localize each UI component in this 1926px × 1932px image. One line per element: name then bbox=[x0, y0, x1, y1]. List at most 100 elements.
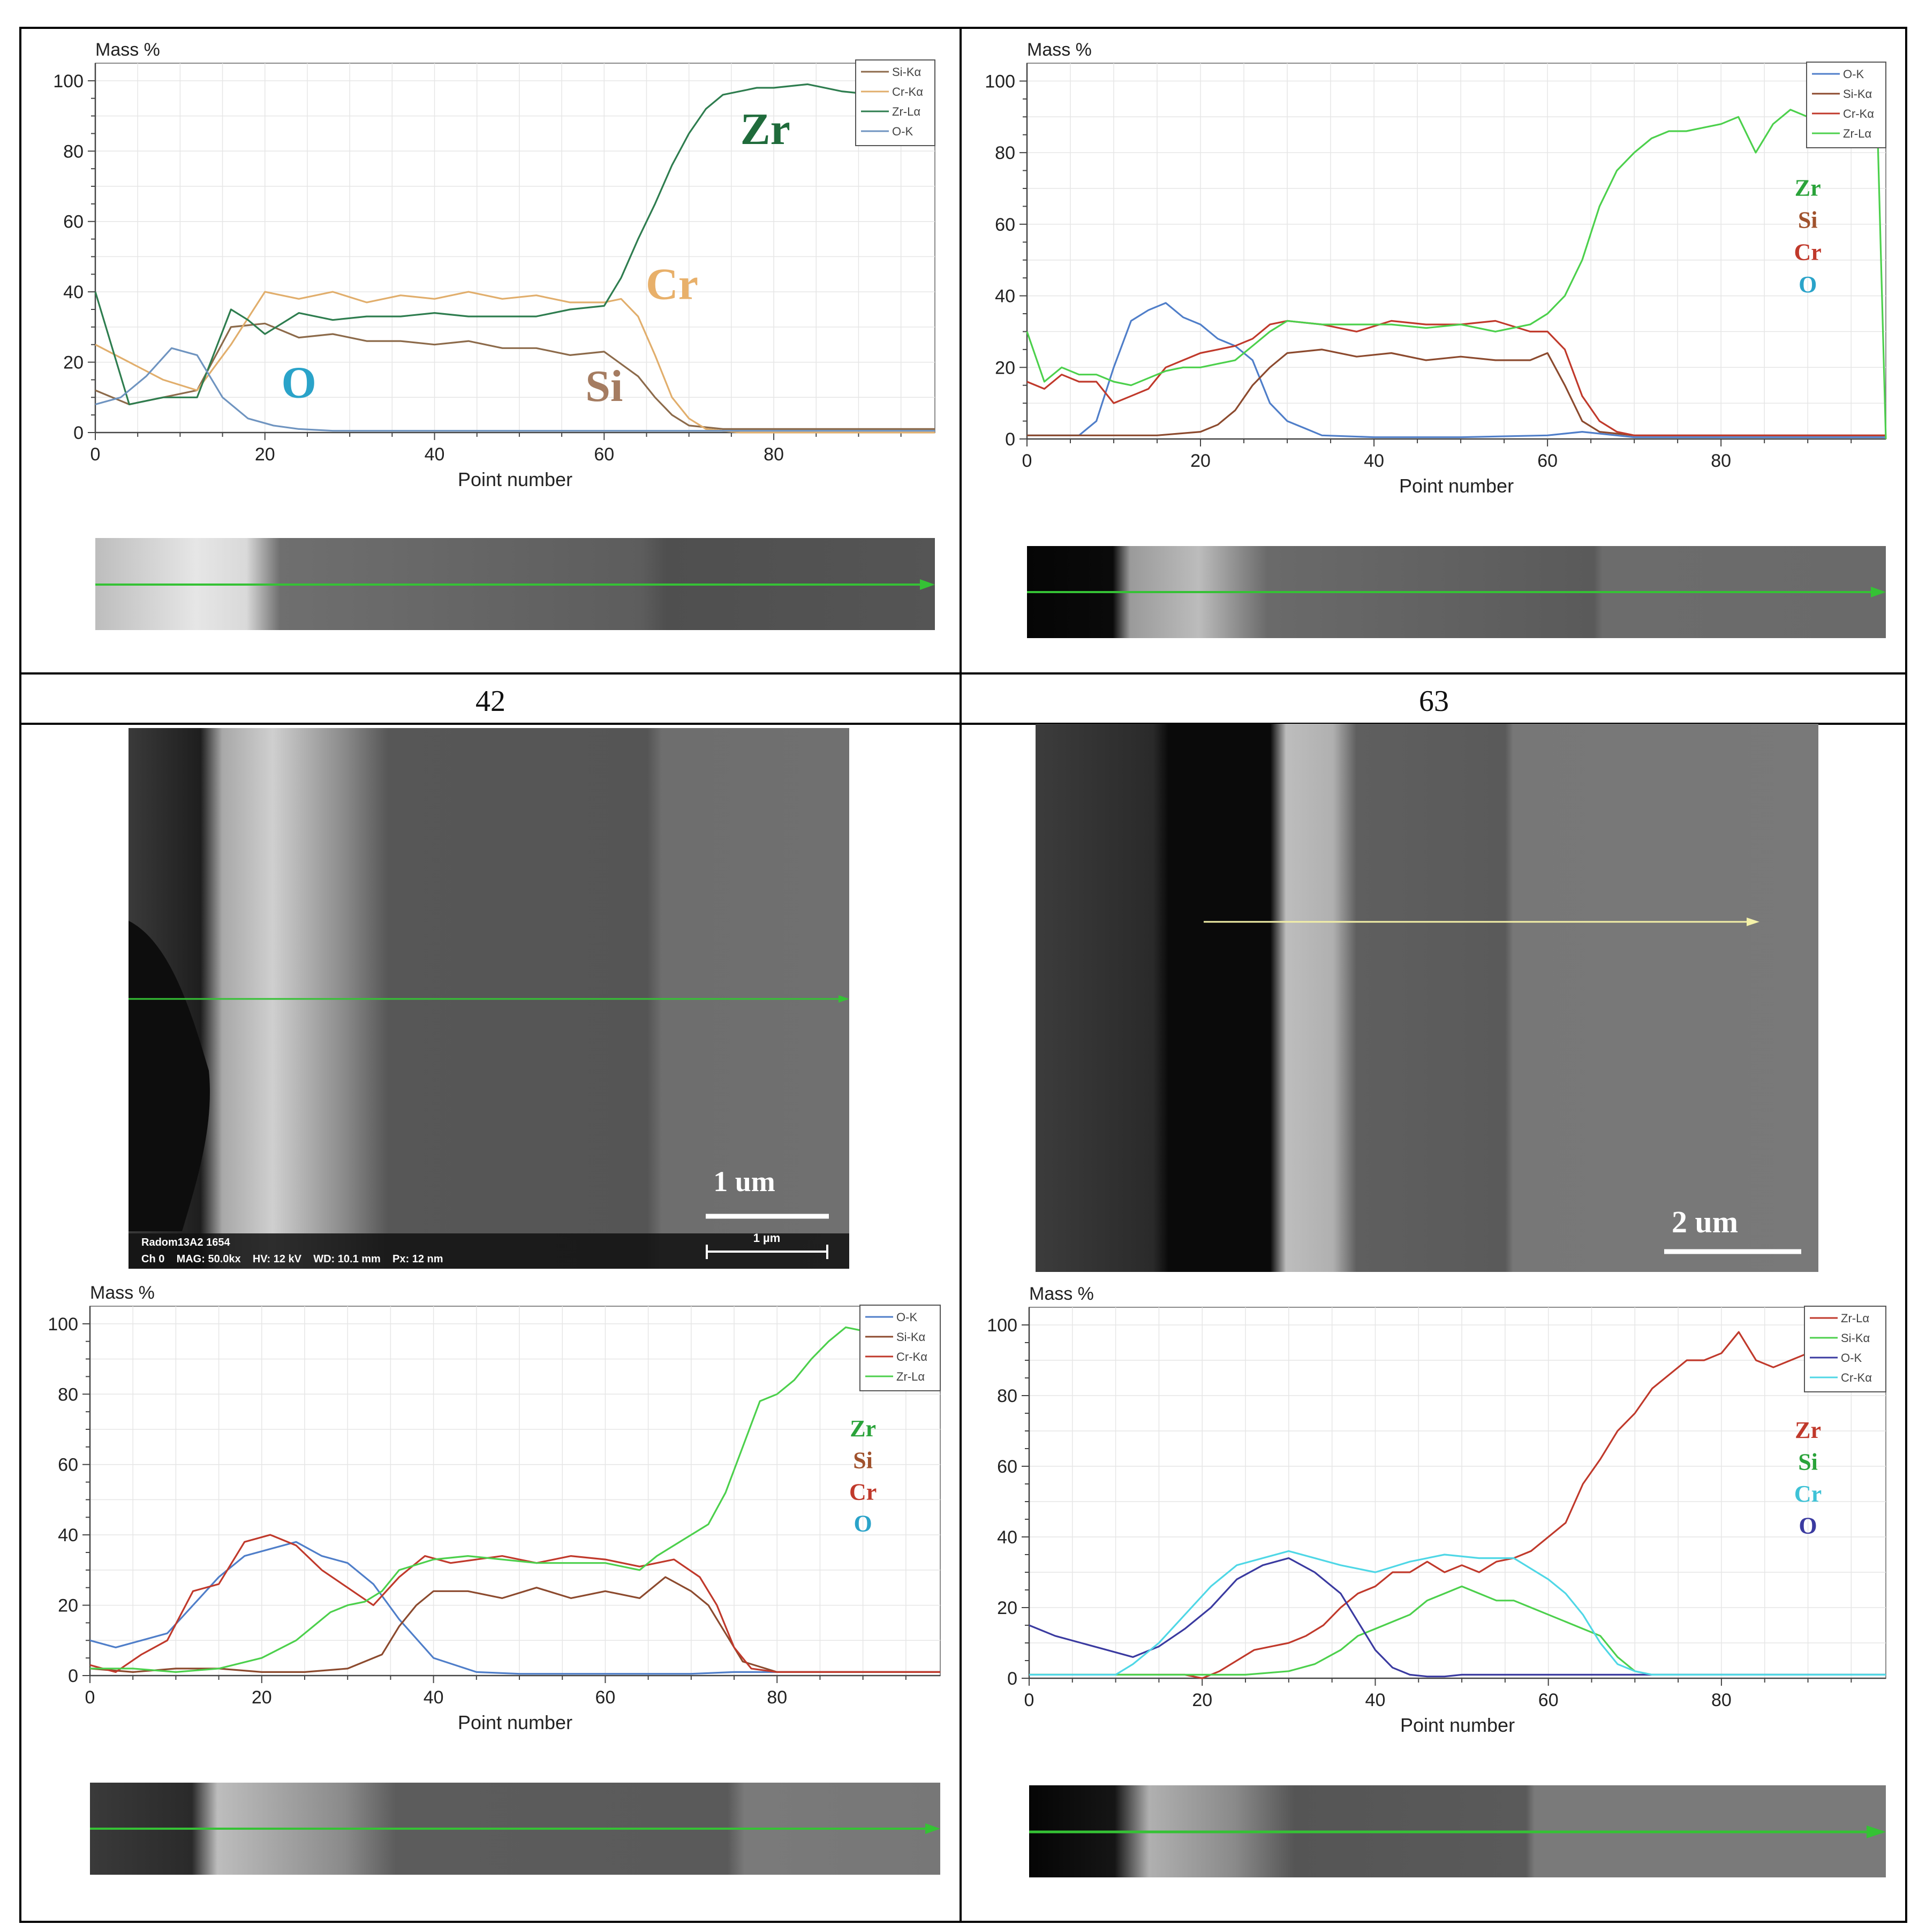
y-tick-label: 0 bbox=[73, 423, 84, 443]
chart-top-left: 0 20 40 60 80 0 20 40 60 80 100 Mass % Point number S… bbox=[53, 40, 935, 490]
legend-label: Si-Kα bbox=[896, 1330, 926, 1344]
y-tick-label: 60 bbox=[997, 1457, 1017, 1477]
element-annotation: Zr bbox=[1795, 175, 1821, 201]
element-annotation: Zr bbox=[850, 1415, 876, 1442]
y-tick-label: 100 bbox=[987, 1315, 1017, 1336]
x-tick-label: 60 bbox=[1537, 451, 1558, 471]
sem-footer-line1: Radom13A2 1654 bbox=[141, 1237, 231, 1248]
x-axis-label: Point number bbox=[1399, 475, 1514, 497]
chart-bottom-right: 0 20 40 60 80 0 20 40 60 80 100 Mass % Point number Z… bbox=[987, 1284, 1887, 1736]
chart-bottom-left: 0 20 40 60 80 0 20 40 60 80 100 Mass % Point number O… bbox=[48, 1283, 941, 1733]
y-tick-label: 80 bbox=[58, 1384, 78, 1405]
element-annotation: Si bbox=[585, 361, 623, 411]
y-tick-label: 60 bbox=[58, 1455, 78, 1475]
y-tick-label: 20 bbox=[63, 353, 84, 373]
legend-label: Zr-Lα bbox=[1841, 1312, 1869, 1325]
sem-image-right: 2 um bbox=[1036, 724, 1818, 1272]
series-line bbox=[89, 1576, 940, 1673]
y-tick-label: 40 bbox=[995, 286, 1015, 307]
series-line bbox=[1027, 302, 1886, 438]
legend-label: Cr-Kα bbox=[1841, 1371, 1872, 1384]
y-axis-label: Mass % bbox=[1029, 1284, 1094, 1304]
sem-footer-bar-label: 1 µm bbox=[753, 1231, 781, 1245]
x-axis-label: Point number bbox=[1400, 1714, 1515, 1736]
sem-image-left: 1 um Radom13A2 1654 Ch 0 MAG: 50.0kx HV:… bbox=[129, 728, 849, 1269]
element-annotation: Si bbox=[1798, 1449, 1818, 1475]
element-annotation: Si bbox=[853, 1447, 873, 1473]
series-line bbox=[89, 1534, 940, 1673]
element-annotation: O bbox=[1799, 271, 1817, 298]
legend-label: Zr-Lα bbox=[896, 1370, 925, 1383]
y-tick-label: 100 bbox=[53, 71, 84, 92]
series-line bbox=[89, 1541, 940, 1675]
y-tick-label: 40 bbox=[997, 1527, 1017, 1548]
series-line bbox=[94, 83, 935, 406]
series-line bbox=[1027, 348, 1886, 436]
series-line bbox=[95, 291, 935, 434]
y-tick-label: 0 bbox=[1005, 429, 1015, 450]
series-line bbox=[95, 347, 935, 432]
y-tick-label: 40 bbox=[63, 282, 84, 302]
element-annotation: Cr bbox=[1794, 1481, 1822, 1507]
y-axis-label: Mass % bbox=[90, 1283, 155, 1303]
x-tick-label: 20 bbox=[255, 444, 275, 465]
y-tick-label: 20 bbox=[997, 1598, 1017, 1618]
y-tick-label: 60 bbox=[63, 212, 84, 232]
x-tick-label: 0 bbox=[90, 444, 101, 465]
y-tick-label: 100 bbox=[48, 1314, 78, 1335]
plot-area bbox=[1029, 1307, 1886, 1679]
legend-label: Zr-Lα bbox=[1843, 127, 1871, 140]
element-annotation: Zr bbox=[1795, 1417, 1821, 1443]
y-axis-label: Mass % bbox=[95, 40, 160, 60]
x-axis-label: Point number bbox=[458, 1711, 572, 1733]
x-tick-label: 40 bbox=[1365, 1690, 1386, 1710]
x-tick-label: 80 bbox=[1711, 451, 1731, 471]
x-tick-label: 20 bbox=[1192, 1690, 1212, 1710]
y-tick-label: 80 bbox=[997, 1386, 1017, 1406]
element-annotation: Cr bbox=[849, 1479, 877, 1505]
y-tick-label: 40 bbox=[58, 1525, 78, 1545]
series-line bbox=[90, 1326, 941, 1673]
element-annotation: Cr bbox=[646, 259, 698, 309]
y-tick-label: 80 bbox=[63, 141, 84, 162]
y-tick-label: 20 bbox=[58, 1596, 78, 1616]
x-tick-label: 80 bbox=[767, 1687, 787, 1708]
legend-label: O-K bbox=[896, 1310, 917, 1324]
element-annotation: Zr bbox=[741, 104, 790, 154]
element-annotation: O bbox=[1799, 1512, 1817, 1539]
legend-label: Cr-Kα bbox=[892, 85, 923, 99]
x-tick-label: 40 bbox=[424, 1687, 444, 1708]
x-tick-label: 0 bbox=[1022, 451, 1032, 471]
series-line bbox=[95, 322, 935, 430]
linescan-strip-bottom-right bbox=[1029, 1785, 1886, 1877]
legend-label: Zr-Lα bbox=[892, 105, 920, 118]
y-axis-label: Mass % bbox=[1027, 40, 1092, 60]
y-tick-label: 20 bbox=[995, 358, 1015, 378]
linescan-strip-top-left bbox=[95, 538, 935, 630]
x-axis-label: Point number bbox=[458, 468, 572, 490]
legend-label: Si-Kα bbox=[1841, 1331, 1870, 1345]
y-tick-label: 100 bbox=[985, 71, 1015, 92]
legend-label: O-K bbox=[892, 125, 913, 138]
x-tick-label: 40 bbox=[1364, 451, 1384, 471]
series-line bbox=[1029, 1557, 1886, 1678]
element-annotation: O bbox=[281, 358, 316, 407]
x-tick-label: 20 bbox=[252, 1687, 272, 1708]
plot-area bbox=[1026, 63, 1886, 440]
x-tick-label: 0 bbox=[1024, 1690, 1034, 1710]
series-line bbox=[1029, 1331, 1887, 1679]
y-tick-label: 0 bbox=[68, 1666, 78, 1686]
legend-label: O-K bbox=[1841, 1351, 1862, 1365]
sem-footer-line2: Ch 0 MAG: 50.0kx HV: 12 kV WD: 10.1 mm P… bbox=[141, 1253, 443, 1265]
series-line bbox=[1026, 109, 1887, 440]
legend-label: Si-Kα bbox=[1843, 87, 1872, 101]
linescan-strip-bottom-left bbox=[90, 1783, 940, 1875]
caption-right: 63 bbox=[1419, 685, 1449, 718]
y-tick-label: 80 bbox=[995, 143, 1015, 163]
scale-label-left: 1 um bbox=[713, 1165, 775, 1198]
y-tick-label: 60 bbox=[995, 215, 1015, 235]
caption-left: 42 bbox=[475, 685, 505, 718]
x-tick-label: 0 bbox=[85, 1687, 95, 1708]
legend-label: Cr-Kα bbox=[1843, 107, 1874, 120]
